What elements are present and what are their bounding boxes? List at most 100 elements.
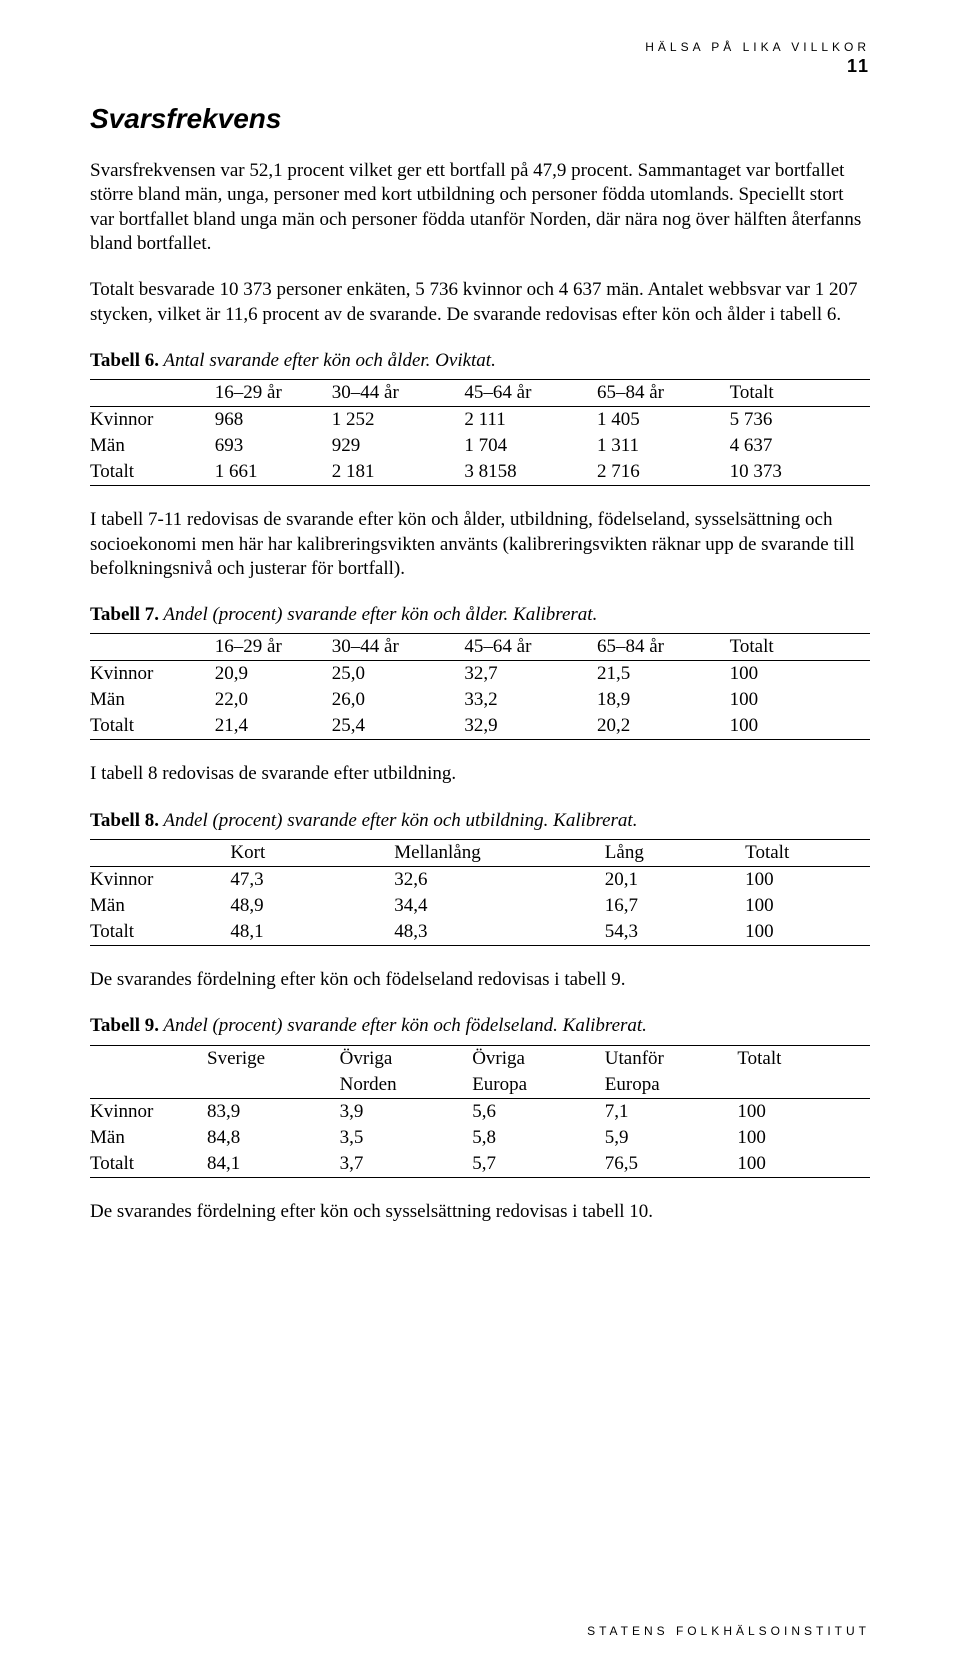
table9-r0c4: 7,1 [605,1098,738,1125]
table9-r2c4: 76,5 [605,1151,738,1178]
table7-r0c3: 32,7 [464,661,597,688]
table9-col0-r2 [90,1072,207,1099]
table8-col0 [90,840,230,867]
table9-r2c1: 84,1 [207,1151,340,1178]
table7-r0c1: 20,9 [215,661,332,688]
table6-r0c1: 968 [215,407,332,434]
table6: 16–29 år 30–44 år 45–64 år 65–84 år Tota… [90,379,870,486]
table9-r0c2: 3,9 [340,1098,473,1125]
table7-col5: Totalt [730,634,870,661]
table6-r1c0: Män [90,433,215,459]
table-row: Totalt 84,1 3,7 5,7 76,5 100 [90,1151,870,1178]
table8-col4: Totalt [745,840,870,867]
table-row: Kvinnor 20,9 25,0 32,7 21,5 100 [90,661,870,688]
table8-r2c4: 100 [745,919,870,946]
table7-r2c1: 21,4 [215,713,332,740]
table8-r1c0: Män [90,893,230,919]
table9-col1-r2 [207,1072,340,1099]
table9-r0c3: 5,6 [472,1098,605,1125]
table-row: Män 22,0 26,0 33,2 18,9 100 [90,687,870,713]
table8-r0c2: 32,6 [394,867,605,894]
table7-r2c2: 25,4 [332,713,465,740]
table8-col1: Kort [230,840,394,867]
table7-r0c4: 21,5 [597,661,730,688]
page-number: 11 [90,56,870,77]
table8-col3: Lång [605,840,745,867]
table8-r1c3: 16,7 [605,893,745,919]
table-row: Kvinnor 968 1 252 2 111 1 405 5 736 [90,407,870,434]
table6-r1c5: 4 637 [730,433,870,459]
table-row: Män 84,8 3,5 5,8 5,9 100 [90,1125,870,1151]
table9-header-row1: Sverige Övriga Övriga Utanför Totalt [90,1045,870,1072]
table6-r2c0: Totalt [90,459,215,486]
table6-r1c3: 1 704 [464,433,597,459]
table9-r1c4: 5,9 [605,1125,738,1151]
table9-r1c3: 5,8 [472,1125,605,1151]
table7-r0c2: 25,0 [332,661,465,688]
footer-text: STATENS FOLKHÄLSOINSTITUT [587,1624,870,1638]
table9-caption-label: Tabell 9. [90,1015,159,1036]
table6-caption-label: Tabell 6. [90,350,159,371]
table7-r2c5: 100 [730,713,870,740]
table6-col3: 45–64 år [464,380,597,407]
table7-r1c0: Män [90,687,215,713]
table-row: Kvinnor 83,9 3,9 5,6 7,1 100 [90,1098,870,1125]
table8-r2c0: Totalt [90,919,230,946]
table6-r2c3: 3 8158 [464,459,597,486]
table7-col2: 30–44 år [332,634,465,661]
table8-r2c2: 48,3 [394,919,605,946]
table6-r1c1: 693 [215,433,332,459]
table7-col3: 45–64 år [464,634,597,661]
table8-r0c0: Kvinnor [90,867,230,894]
table9-r0c1: 83,9 [207,1098,340,1125]
table6-r0c0: Kvinnor [90,407,215,434]
table6-col5: Totalt [730,380,870,407]
table6-col2: 30–44 år [332,380,465,407]
table9-r0c0: Kvinnor [90,1098,207,1125]
paragraph-after-table6: I tabell 7-11 redovisas de svarande efte… [90,508,870,581]
table9-r1c5: 100 [737,1125,870,1151]
table6-r2c5: 10 373 [730,459,870,486]
table9-r2c0: Totalt [90,1151,207,1178]
table7-header-row: 16–29 år 30–44 år 45–64 år 65–84 år Tota… [90,634,870,661]
intro-paragraph-2: Totalt besvarade 10 373 personer enkäten… [90,278,870,327]
table7-r1c1: 22,0 [215,687,332,713]
table8-caption: Tabell 8. Andel (procent) svarande efter… [90,809,870,833]
table9-col3-r2: Europa [472,1072,605,1099]
table8-caption-label: Tabell 8. [90,810,159,831]
table6-r1c2: 929 [332,433,465,459]
table8-r0c1: 47,3 [230,867,394,894]
table-row: Totalt 48,1 48,3 54,3 100 [90,919,870,946]
table7-r2c4: 20,2 [597,713,730,740]
table9-r1c2: 3,5 [340,1125,473,1151]
table6-r2c1: 1 661 [215,459,332,486]
table6-r0c2: 1 252 [332,407,465,434]
table6-col0 [90,380,215,407]
table6-r0c4: 1 405 [597,407,730,434]
table7-col1: 16–29 år [215,634,332,661]
table7-col4: 65–84 år [597,634,730,661]
table9-col5-r1: Totalt [737,1045,870,1072]
paragraph-after-table8: De svarandes fördelning efter kön och fö… [90,968,870,992]
table6-col4: 65–84 år [597,380,730,407]
table9-col1-r1: Sverige [207,1045,340,1072]
table8-r2c3: 54,3 [605,919,745,946]
intro-paragraph-1: Svarsfrekvensen var 52,1 procent vilket … [90,159,870,256]
table6-r0c5: 5 736 [730,407,870,434]
table9-header-row2: Norden Europa Europa [90,1072,870,1099]
table6-col1: 16–29 år [215,380,332,407]
table9-col5-r2 [737,1072,870,1099]
table7-r1c3: 33,2 [464,687,597,713]
table8-header-row: Kort Mellanlång Lång Totalt [90,840,870,867]
table9-caption: Tabell 9. Andel (procent) svarande efter… [90,1014,870,1038]
table7-caption: Tabell 7. Andel (procent) svarande efter… [90,603,870,627]
table-row: Kvinnor 47,3 32,6 20,1 100 [90,867,870,894]
table-row: Totalt 21,4 25,4 32,9 20,2 100 [90,713,870,740]
table9-r2c5: 100 [737,1151,870,1178]
table6-r2c2: 2 181 [332,459,465,486]
table6-header-row: 16–29 år 30–44 år 45–64 år 65–84 år Tota… [90,380,870,407]
table9-r1c1: 84,8 [207,1125,340,1151]
table7-r1c2: 26,0 [332,687,465,713]
table6-r1c4: 1 311 [597,433,730,459]
table8-caption-subtitle: Andel (procent) svarande efter kön och u… [159,810,637,831]
